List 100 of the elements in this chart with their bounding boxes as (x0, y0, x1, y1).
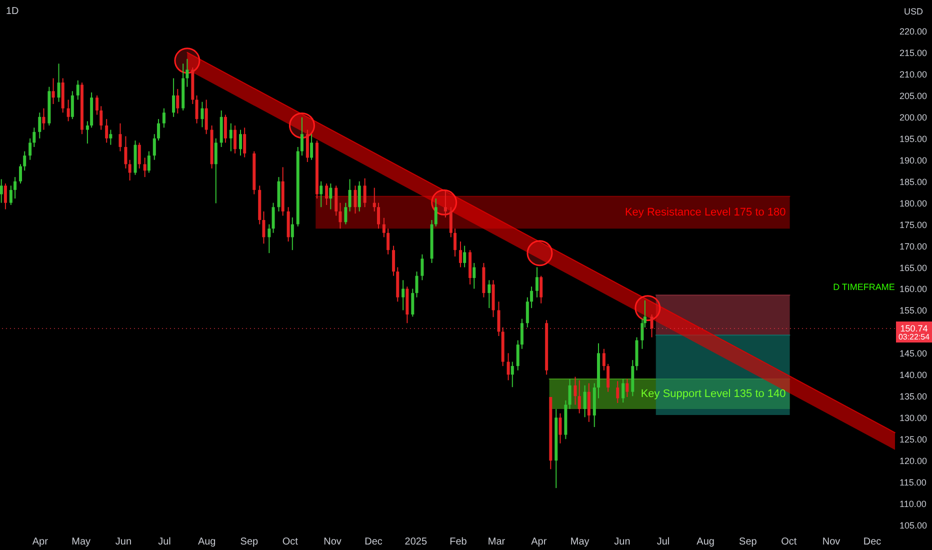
candlestick (128, 159, 132, 181)
candlestick (243, 127, 246, 158)
candlestick (411, 288, 414, 318)
x-tick-label: Dec (863, 536, 882, 548)
candlestick (358, 180, 361, 212)
x-tick-label: Aug (198, 536, 216, 548)
candlestick (616, 380, 620, 404)
candlestick (402, 280, 405, 311)
candlestick (583, 384, 586, 418)
y-tick-label: 205.00 (900, 90, 928, 101)
candlestick (488, 280, 491, 309)
candlestick (42, 108, 46, 130)
x-tick-label: Oct (781, 536, 797, 548)
candlestick (344, 202, 348, 225)
candlestick (372, 187, 376, 212)
candlestick (290, 216, 294, 251)
y-tick-label: 195.00 (900, 134, 928, 144)
candlestick (195, 94, 198, 124)
candlestick (510, 361, 514, 388)
candlestick (238, 129, 242, 156)
candlestick (386, 228, 390, 255)
candlestick (272, 202, 275, 234)
x-tick-label: Apr (531, 536, 548, 548)
candlestick (449, 206, 452, 238)
y-tick-label: 220.00 (900, 26, 928, 36)
text: 03:22:54 (898, 332, 930, 342)
candlestick (229, 122, 232, 152)
x-tick-label: Nov (822, 536, 840, 548)
candlestick (70, 90, 74, 120)
x-tick-label: Sep (240, 536, 259, 548)
candlestick (420, 254, 424, 281)
candlestick (28, 138, 32, 160)
chart-title: 1D (6, 6, 19, 17)
y-tick-label: 180.00 (900, 198, 928, 208)
x-tick-label: Jul (656, 536, 670, 548)
candlestick (109, 129, 112, 146)
x-tick-label: Aug (696, 536, 714, 548)
candlestick (262, 210, 266, 244)
candlestick (329, 182, 332, 210)
annotation: D TIMEFRAME (833, 282, 895, 292)
candlestick (434, 198, 438, 227)
y-tick-label: 215.00 (900, 48, 928, 58)
x-tick-label: Jul (158, 536, 171, 548)
x-tick-label: Nov (324, 536, 342, 548)
candlestick (23, 150, 26, 172)
candlestick (147, 150, 150, 174)
candlestick (506, 352, 510, 381)
candlestick (124, 136, 128, 169)
candlestick (76, 80, 80, 100)
candlestick (526, 296, 529, 328)
candlestick (497, 301, 500, 336)
candlestick (444, 190, 447, 218)
series-label: Key Support Level 135 to 140 (640, 388, 786, 400)
candlestick (57, 63, 60, 102)
candlestick (516, 340, 520, 371)
y-tick-label: 175.00 (900, 220, 928, 230)
candlestick (540, 275, 543, 304)
candlestick (86, 120, 89, 144)
y-tick-label: 185.00 (900, 176, 928, 187)
y-tick-label: 140.00 (900, 370, 928, 380)
y-tick-label: 110.00 (900, 499, 926, 510)
candlestick (536, 266, 538, 298)
point (634, 295, 661, 322)
y-tick-label: 115.00 (900, 478, 926, 488)
candlestick (334, 185, 338, 216)
candlestick (138, 142, 141, 169)
x-tick-label: May (72, 536, 91, 548)
candlestick (118, 122, 122, 152)
y-tick-label: 135.00 (900, 392, 928, 402)
candlestick (4, 182, 7, 210)
candlestick (622, 378, 625, 404)
candlestick (472, 262, 476, 290)
y-tick-label: 160.00 (900, 284, 928, 294)
y-tick-label: 155.00 (900, 306, 928, 316)
y-tick-label: 125.00 (900, 434, 928, 445)
candlestick (157, 118, 160, 142)
candlestick (574, 376, 577, 406)
candlestick (186, 58, 189, 88)
candlestick (458, 240, 462, 268)
candlestick (9, 185, 12, 206)
candlestick (382, 217, 386, 238)
candlestick (578, 380, 581, 414)
candlestick (176, 88, 180, 114)
candlestick (376, 202, 380, 230)
candlestick (143, 157, 146, 178)
candlestick (568, 378, 572, 410)
candlestick (0, 178, 3, 204)
series-label: Key Resistance Level 175 to 180 (624, 206, 786, 218)
candlestick (530, 286, 534, 309)
candlestick (105, 118, 108, 144)
y-tick-label: 170.00 (900, 241, 928, 252)
candlestick (558, 412, 562, 444)
candlestick (214, 138, 218, 204)
x-tick-label: Jun (614, 536, 630, 548)
candlestick (172, 78, 176, 118)
y-tick-label: 210.00 (900, 69, 928, 80)
candlestick (454, 228, 457, 258)
x-tick-label: 2025 (404, 536, 428, 548)
candlestick (626, 378, 629, 398)
candlestick (52, 78, 55, 105)
